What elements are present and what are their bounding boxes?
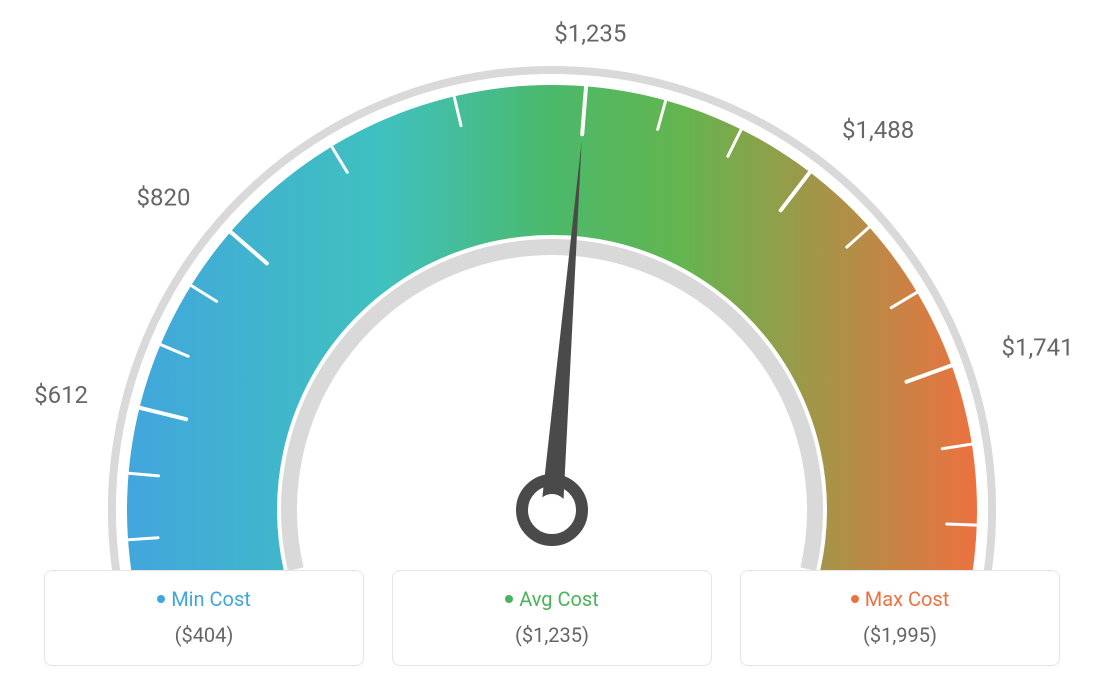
gauge-svg: $404$612$820$1,235$1,488$1,741$1,995 [0,0,1104,570]
legend-min-title: Min Cost [65,587,343,611]
dot-icon [505,595,513,603]
svg-text:$612: $612 [34,381,88,409]
cost-gauge-widget: $404$612$820$1,235$1,488$1,741$1,995 Min… [0,0,1104,690]
svg-text:$1,741: $1,741 [1001,333,1073,361]
legend-min-value: ($404) [65,623,343,647]
legend-card-avg: Avg Cost ($1,235) [392,570,712,666]
legend-avg-value: ($1,235) [413,623,691,647]
gauge-chart: $404$612$820$1,235$1,488$1,741$1,995 [0,0,1104,570]
legend-row: Min Cost ($404) Avg Cost ($1,235) Max Co… [0,570,1104,666]
dot-icon [851,595,859,603]
svg-text:$820: $820 [137,183,191,211]
legend-max-title: Max Cost [761,587,1039,611]
dot-icon [157,595,165,603]
svg-text:$1,488: $1,488 [842,116,914,144]
legend-avg-label: Avg Cost [519,587,599,611]
legend-max-label: Max Cost [865,587,950,611]
legend-avg-title: Avg Cost [413,587,691,611]
svg-text:$1,235: $1,235 [554,20,626,48]
legend-card-max: Max Cost ($1,995) [740,570,1060,666]
legend-card-min: Min Cost ($404) [44,570,364,666]
legend-min-label: Min Cost [171,587,251,611]
legend-max-value: ($1,995) [761,623,1039,647]
